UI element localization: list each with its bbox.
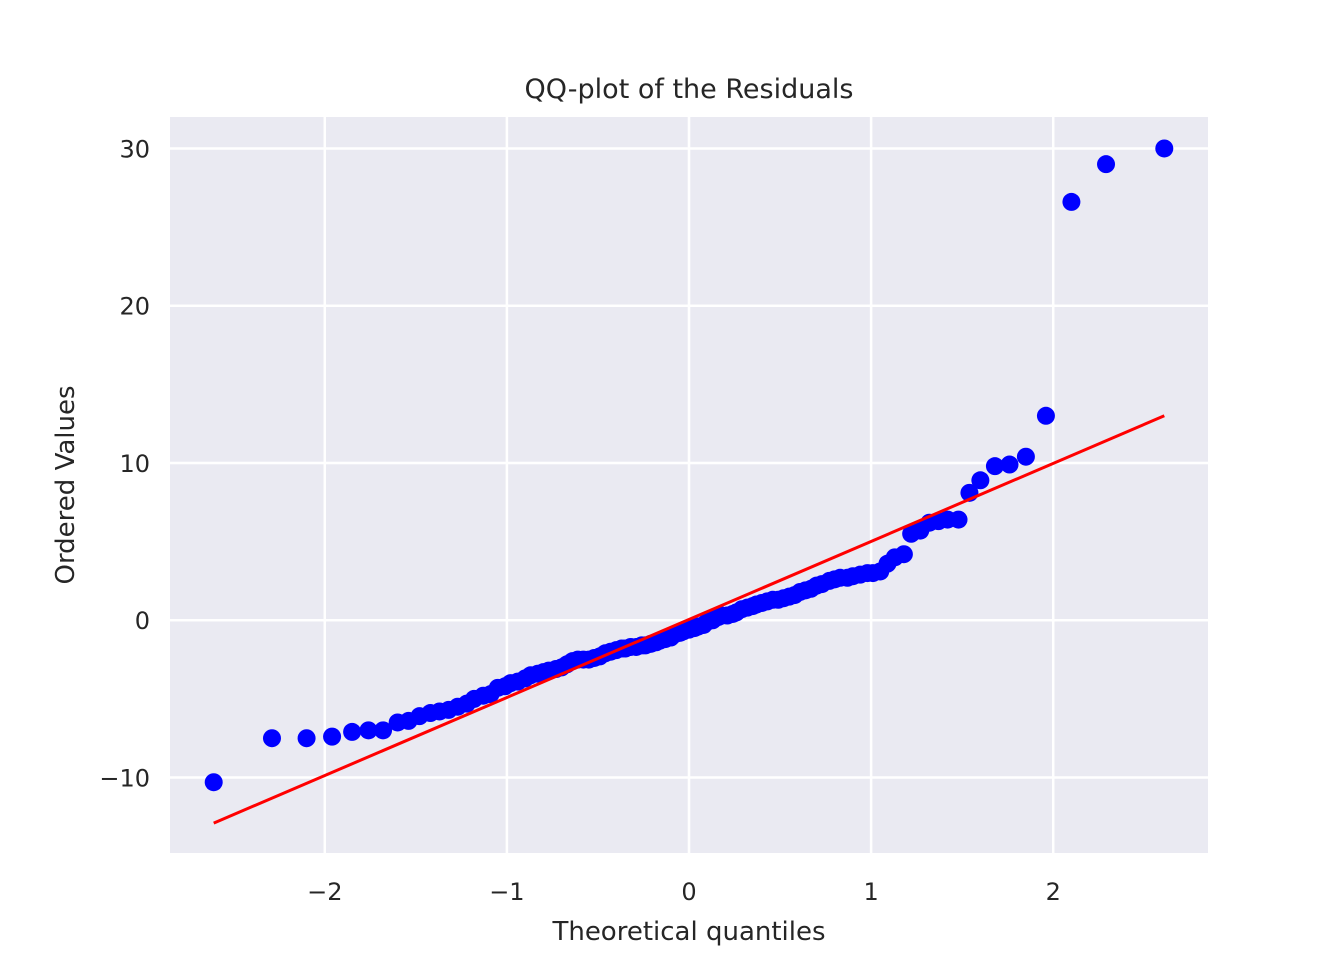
- data-point: [1016, 447, 1035, 466]
- x-axis-title: Theoretical quantiles: [551, 917, 825, 947]
- x-tick-label: 1: [863, 878, 878, 906]
- x-tick-labels: −2 −1 0 1 2: [307, 878, 1061, 906]
- data-point: [359, 721, 378, 740]
- data-point: [323, 727, 342, 746]
- grid-lines: [170, 117, 1208, 853]
- data-point: [262, 729, 281, 748]
- data-point: [1000, 455, 1019, 474]
- data-point: [949, 510, 968, 529]
- data-point: [297, 729, 316, 748]
- fit-line-group: [213, 414, 1165, 825]
- data-point: [1062, 192, 1081, 211]
- x-tick-label: −2: [307, 878, 342, 906]
- data-point: [985, 457, 1004, 476]
- data-point: [374, 721, 393, 740]
- data-point: [1036, 406, 1055, 425]
- chart-title: QQ-plot of the Residuals: [525, 74, 854, 105]
- data-point: [343, 722, 362, 741]
- data-point: [1097, 155, 1116, 174]
- fit-line: [213, 414, 1165, 825]
- data-point: [971, 471, 990, 490]
- y-axis-title: Ordered Values: [51, 385, 81, 584]
- y-tick-label: −10: [99, 765, 150, 793]
- y-tick-label: 30: [119, 135, 150, 163]
- x-tick-label: −1: [489, 878, 524, 906]
- x-tick-label: 0: [681, 878, 696, 906]
- x-tick-label: 2: [1046, 878, 1061, 906]
- y-tick-labels: −10 0 10 20 30: [99, 135, 150, 792]
- data-point: [1155, 139, 1174, 158]
- y-tick-label: 0: [135, 607, 150, 635]
- y-tick-label: 10: [119, 450, 150, 478]
- data-point: [204, 773, 223, 792]
- y-tick-label: 20: [119, 293, 150, 321]
- data-point: [894, 545, 913, 564]
